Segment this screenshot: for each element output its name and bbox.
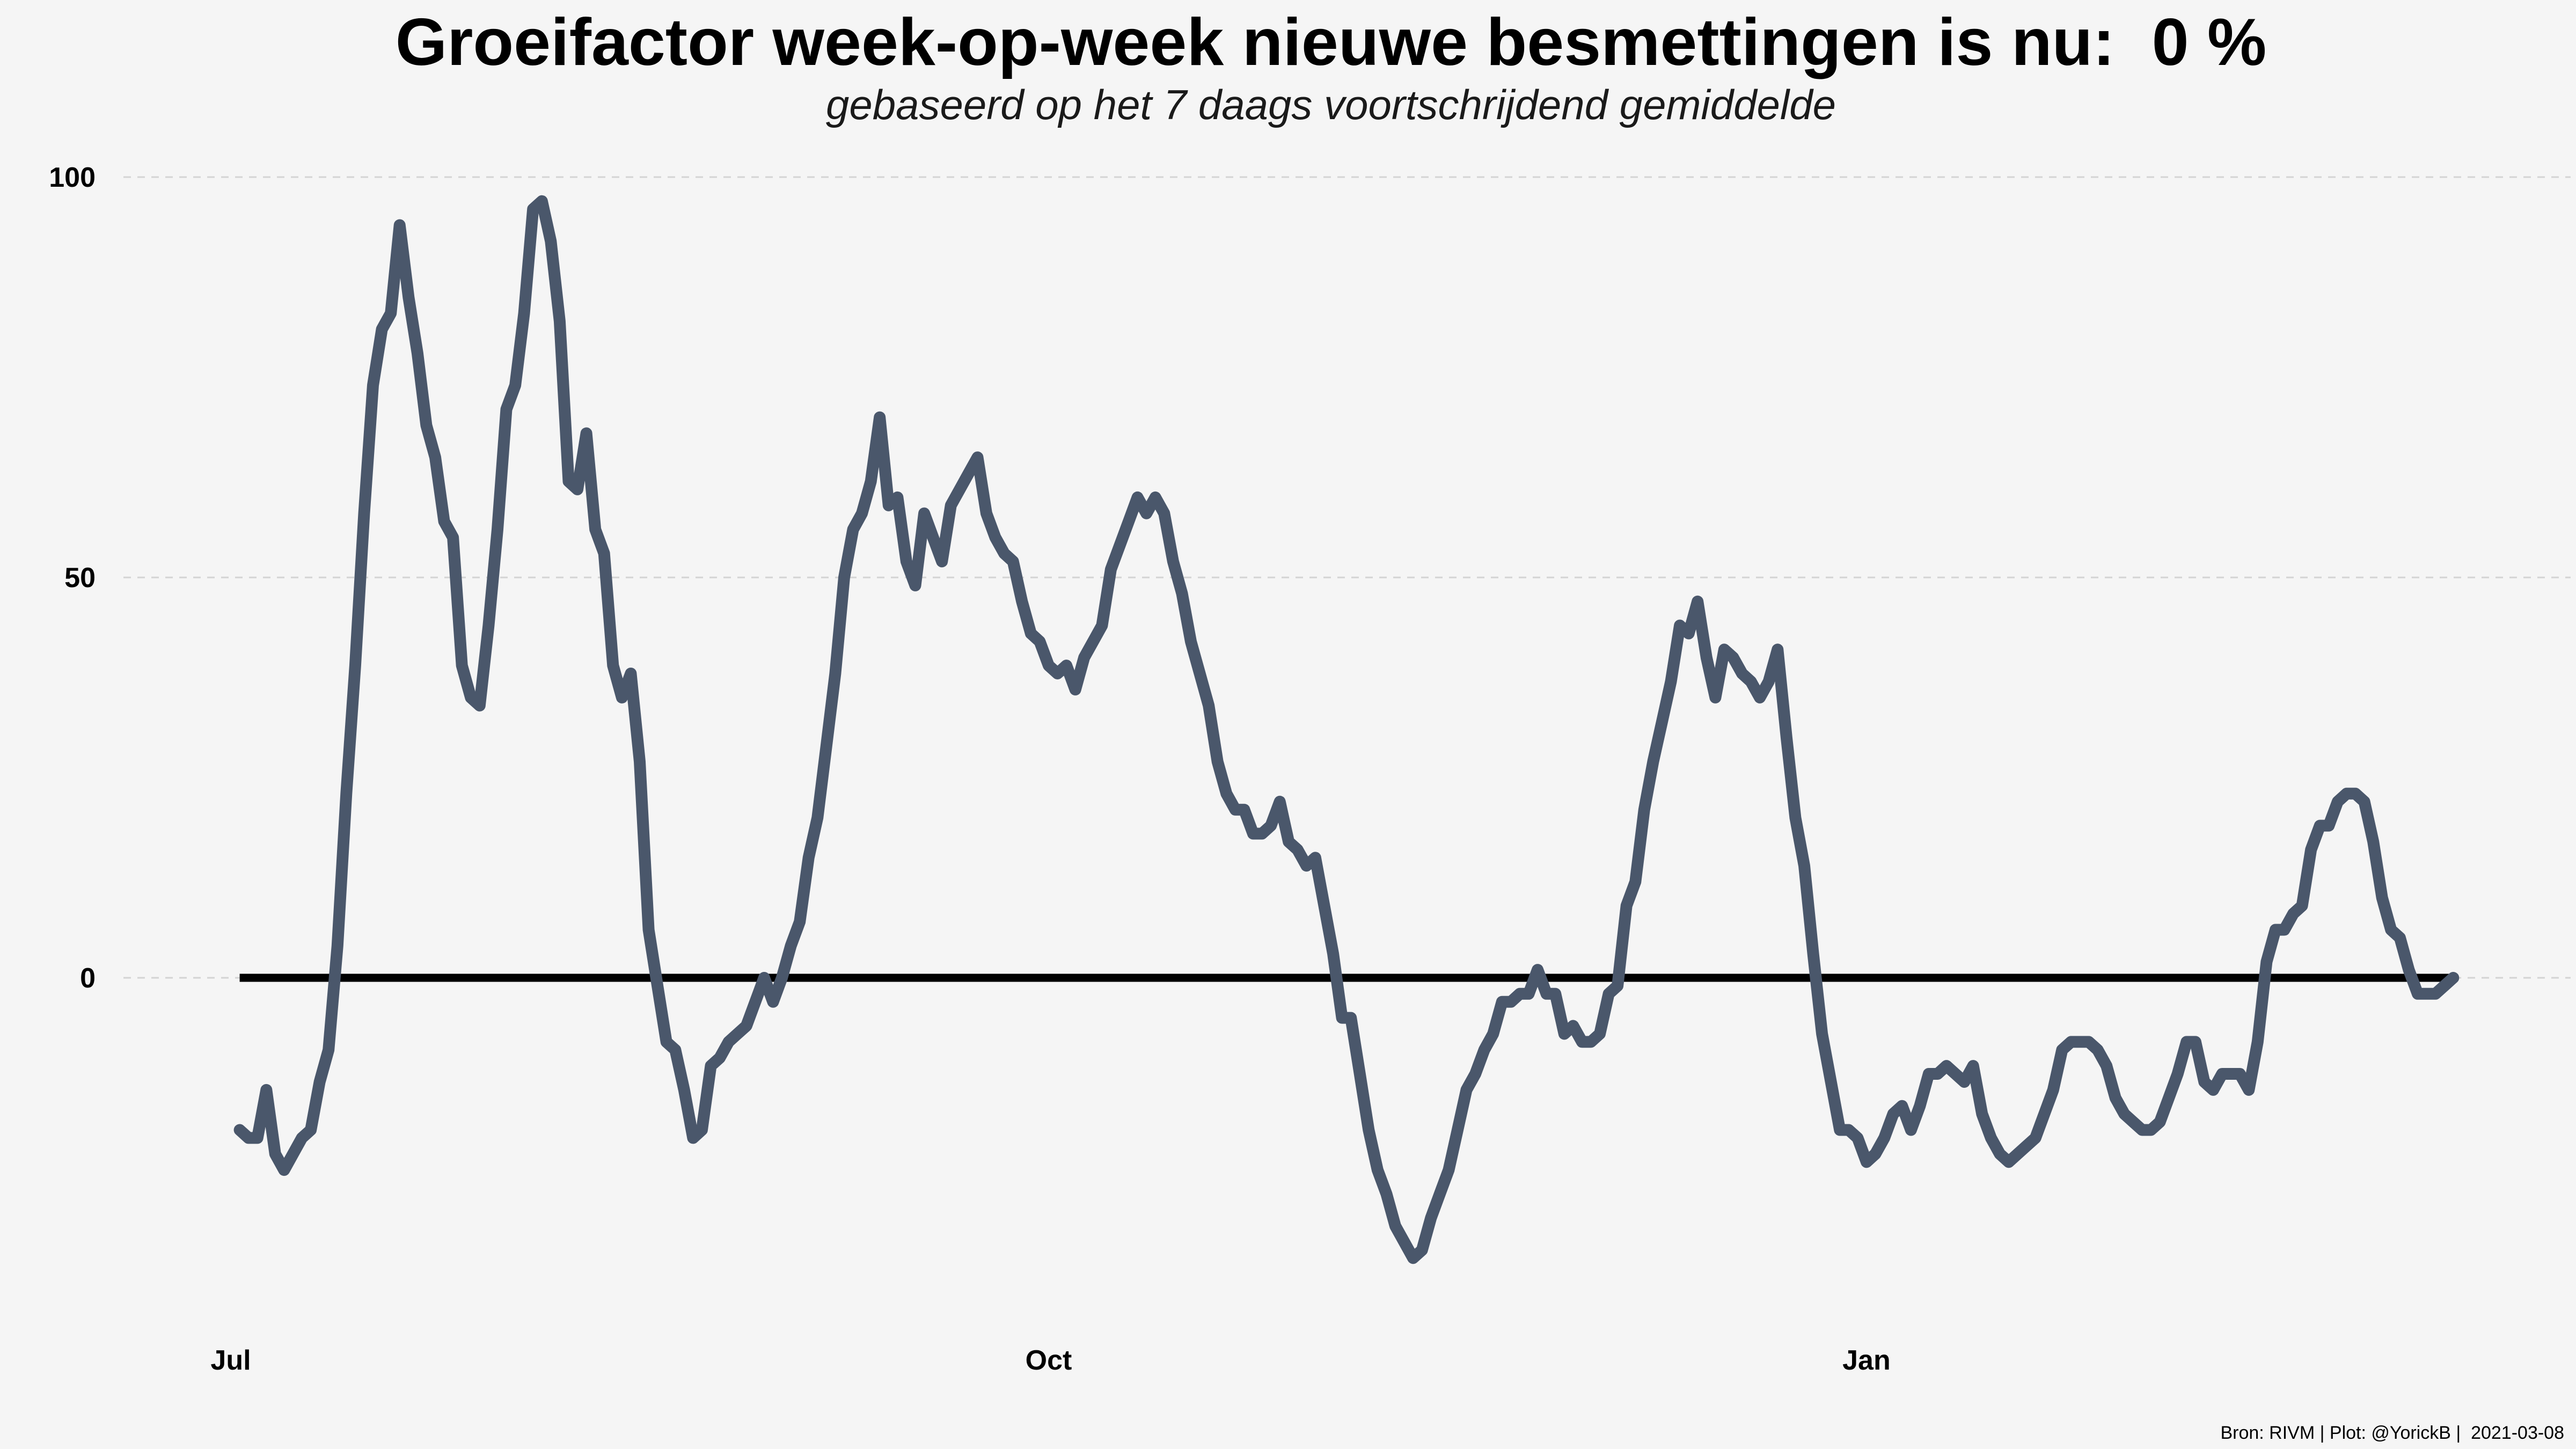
source-caption: Bron: RIVM | Plot: @YorickB | 2021-03-08: [2220, 1423, 2564, 1443]
x-tick-label-jul: Jul: [210, 1345, 251, 1376]
chart-subtitle: gebaseerd op het 7 daags voortschrijdend…: [826, 81, 1836, 128]
chart-title: Groeifactor week-op-week nieuwe besmetti…: [395, 5, 2267, 79]
x-tick-label-jan: Jan: [1842, 1345, 1891, 1376]
x-axis: Jul Oct Jan: [210, 1345, 1890, 1376]
y-tick-label-100: 100: [49, 162, 96, 193]
series-line-0: [233, 195, 2460, 1264]
x-tick-label-oct: Oct: [1026, 1345, 1072, 1376]
series-layer: [233, 195, 2460, 1264]
y-axis: 0 50 100: [49, 162, 96, 994]
y-tick-label-50: 50: [64, 562, 96, 594]
y-tick-label-0: 0: [80, 963, 96, 994]
